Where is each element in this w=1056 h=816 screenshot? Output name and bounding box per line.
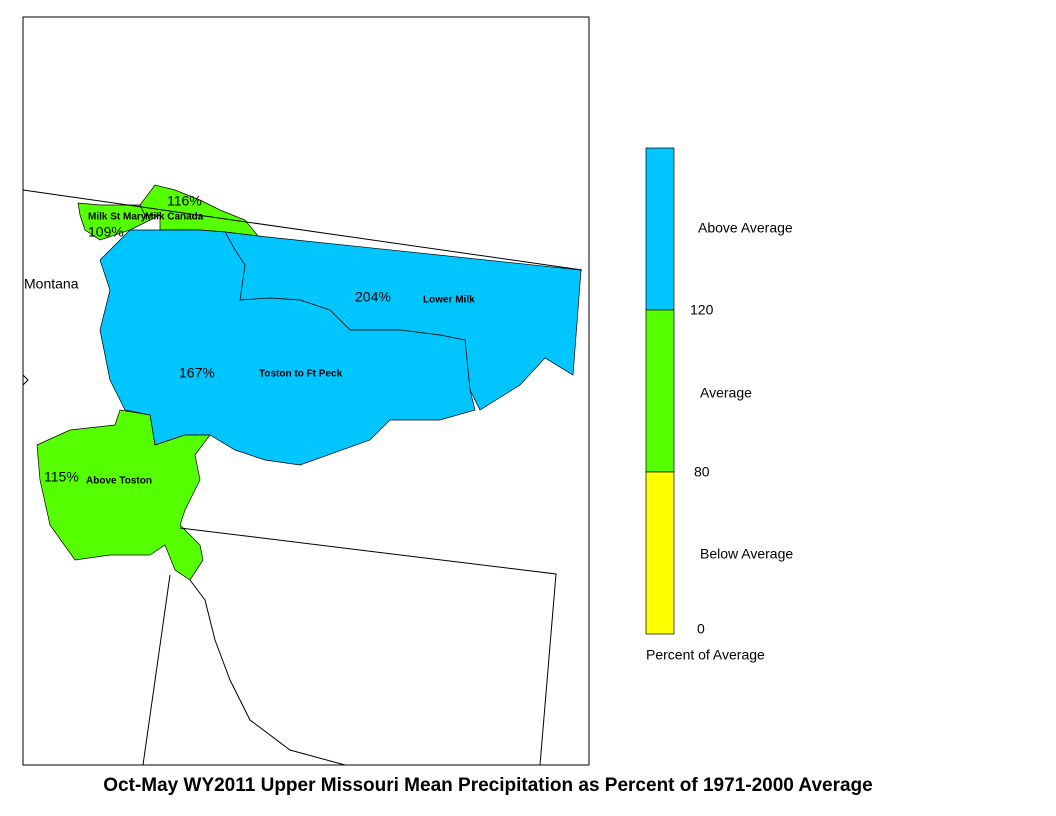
boundary xyxy=(22,374,29,386)
region-percent: 204% xyxy=(355,289,391,305)
region-percent: 115% xyxy=(44,469,79,485)
boundary xyxy=(142,574,171,766)
legend-class: Above Average xyxy=(698,220,793,236)
state-label: Montana xyxy=(24,276,79,292)
legend-break: 80 xyxy=(694,464,710,480)
map-title: Oct-May WY2011 Upper Missouri Mean Preci… xyxy=(103,775,872,796)
region-name: Milk Canada xyxy=(145,212,204,223)
legend-class: Below Average xyxy=(700,546,793,562)
boundary xyxy=(179,527,557,766)
state-border xyxy=(22,189,583,271)
legend-class: Average xyxy=(700,385,752,401)
region-name: Milk St Mary xyxy=(88,212,147,223)
legend-title: Percent of Average xyxy=(646,647,765,663)
boundaries xyxy=(22,189,583,766)
legend-swatch xyxy=(645,147,675,311)
legend-break: 0 xyxy=(697,621,705,637)
region-name: Above Toston xyxy=(86,476,152,487)
legend-swatch xyxy=(645,471,675,635)
region-name: Lower Milk xyxy=(423,295,475,306)
region-percent: 109% xyxy=(88,224,124,240)
legend xyxy=(645,147,675,635)
legend-break: 120 xyxy=(690,302,714,318)
regions xyxy=(36,184,582,581)
region xyxy=(77,202,161,241)
river xyxy=(189,579,346,766)
region-percent: 116% xyxy=(167,193,202,209)
region-name: Toston to Ft Peck xyxy=(259,369,343,380)
region-percent: 167% xyxy=(179,365,215,381)
region xyxy=(36,409,211,581)
legend-swatch xyxy=(645,309,675,473)
